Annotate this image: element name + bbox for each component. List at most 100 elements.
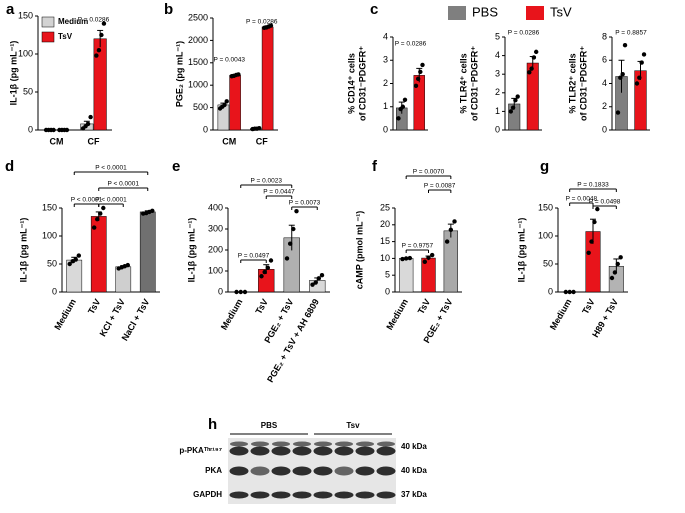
data-point xyxy=(51,127,56,133)
data-point xyxy=(422,259,428,264)
y-tick-label: 20 xyxy=(380,219,390,229)
p-value: P = 0.0070 xyxy=(413,169,445,176)
y-tick-label: 2500 xyxy=(188,12,208,22)
legend-label: Medium xyxy=(58,17,88,26)
data-point xyxy=(618,75,623,80)
y-axis-label: of CD31⁻PDGFR⁺ xyxy=(578,46,588,121)
y-tick-label: 5 xyxy=(385,270,390,280)
blot-band xyxy=(355,491,375,499)
y-axis-label: IL-1β (pg mL⁻¹) xyxy=(8,41,18,106)
data-point xyxy=(310,282,315,287)
blot-band xyxy=(356,441,374,447)
y-axis-label: % TLR2⁺ cells xyxy=(567,53,577,113)
data-point xyxy=(634,81,640,86)
blot-band xyxy=(335,441,353,447)
blot-band xyxy=(250,491,270,499)
y-tick-label: 4 xyxy=(602,78,607,88)
data-point xyxy=(615,261,620,267)
data-point xyxy=(515,94,520,99)
p-value: P = 0.0286 xyxy=(508,30,540,37)
p-value: P = 0.9757 xyxy=(402,243,434,250)
data-point xyxy=(426,255,431,260)
data-point xyxy=(413,83,419,89)
data-point xyxy=(101,21,107,26)
y-tick-label: 0 xyxy=(218,286,223,296)
y-tick-label: 400 xyxy=(208,202,223,212)
data-point xyxy=(400,256,405,262)
data-point xyxy=(420,62,425,68)
y-tick-label: 100 xyxy=(18,48,33,58)
data-point xyxy=(620,72,625,77)
data-point xyxy=(510,105,516,110)
data-point xyxy=(396,116,401,121)
p-value: P = 0.1833 xyxy=(577,182,609,189)
data-point xyxy=(294,208,299,214)
data-point xyxy=(262,269,267,275)
blot-band xyxy=(292,491,312,499)
row-label: PKA xyxy=(205,466,222,475)
data-point xyxy=(595,206,600,212)
size-label: 40 kDa xyxy=(401,466,427,475)
y-axis-label: cAMP (pmol mL⁻¹) xyxy=(354,211,364,290)
data-point xyxy=(268,23,274,28)
y-tick-label: 0 xyxy=(203,124,208,134)
y-tick-label: 2 xyxy=(383,78,388,88)
data-point xyxy=(257,126,262,131)
p-value: P < 0.0001 xyxy=(71,197,103,204)
panel-label: g xyxy=(540,158,549,175)
blot-band xyxy=(334,466,354,476)
legend-swatch xyxy=(448,6,466,20)
size-label: 40 kDa xyxy=(401,442,427,451)
legend-label: PBS xyxy=(472,4,498,19)
p-value: P = 0.0497 xyxy=(238,253,270,260)
blot-band xyxy=(376,446,396,456)
y-tick-label: 150 xyxy=(18,10,33,20)
y-tick-label: 2000 xyxy=(188,35,208,45)
y-tick-label: 1000 xyxy=(188,80,208,90)
data-point xyxy=(615,110,621,115)
blot-band xyxy=(271,466,291,476)
y-tick-label: 50 xyxy=(543,258,553,268)
data-point xyxy=(85,121,91,127)
bar xyxy=(115,266,132,293)
y-tick-label: 0 xyxy=(602,124,607,134)
y-tick-label: 1 xyxy=(495,106,500,116)
blot-band xyxy=(250,466,270,476)
x-tick-label: CF xyxy=(88,136,100,146)
data-point xyxy=(609,275,615,281)
p-value: P < 0.0001 xyxy=(95,165,127,172)
blot-band xyxy=(271,446,291,456)
bar xyxy=(398,258,414,293)
bar xyxy=(413,75,425,131)
data-point xyxy=(76,253,82,258)
blot-band xyxy=(293,441,311,447)
data-point xyxy=(618,255,623,260)
data-point xyxy=(313,280,318,285)
legend-swatch xyxy=(41,16,55,28)
legend-label: TsV xyxy=(550,4,572,19)
data-point xyxy=(639,60,644,65)
data-point xyxy=(291,226,296,232)
bar xyxy=(261,26,274,131)
panel-label: a xyxy=(6,1,15,18)
data-point xyxy=(527,70,532,75)
data-point xyxy=(73,257,78,262)
blot-band xyxy=(334,491,354,499)
y-axis-label: PGE₂ (pg mL⁻¹) xyxy=(174,41,184,107)
p-value: P = 0.0286 xyxy=(395,41,427,48)
data-point xyxy=(96,48,102,53)
bar xyxy=(229,75,241,131)
data-point xyxy=(403,256,409,261)
p-value: P = 0.0043 xyxy=(213,57,245,64)
y-tick-label: 200 xyxy=(208,244,223,254)
data-point xyxy=(99,32,104,38)
data-point xyxy=(95,217,100,222)
blot-band xyxy=(272,441,290,447)
data-point xyxy=(125,262,131,268)
y-tick-label: 0 xyxy=(548,286,553,296)
y-tick-label: 25 xyxy=(380,202,390,212)
blot-band xyxy=(229,466,249,476)
x-tick-label: TsV xyxy=(416,297,433,316)
data-point xyxy=(637,75,642,80)
